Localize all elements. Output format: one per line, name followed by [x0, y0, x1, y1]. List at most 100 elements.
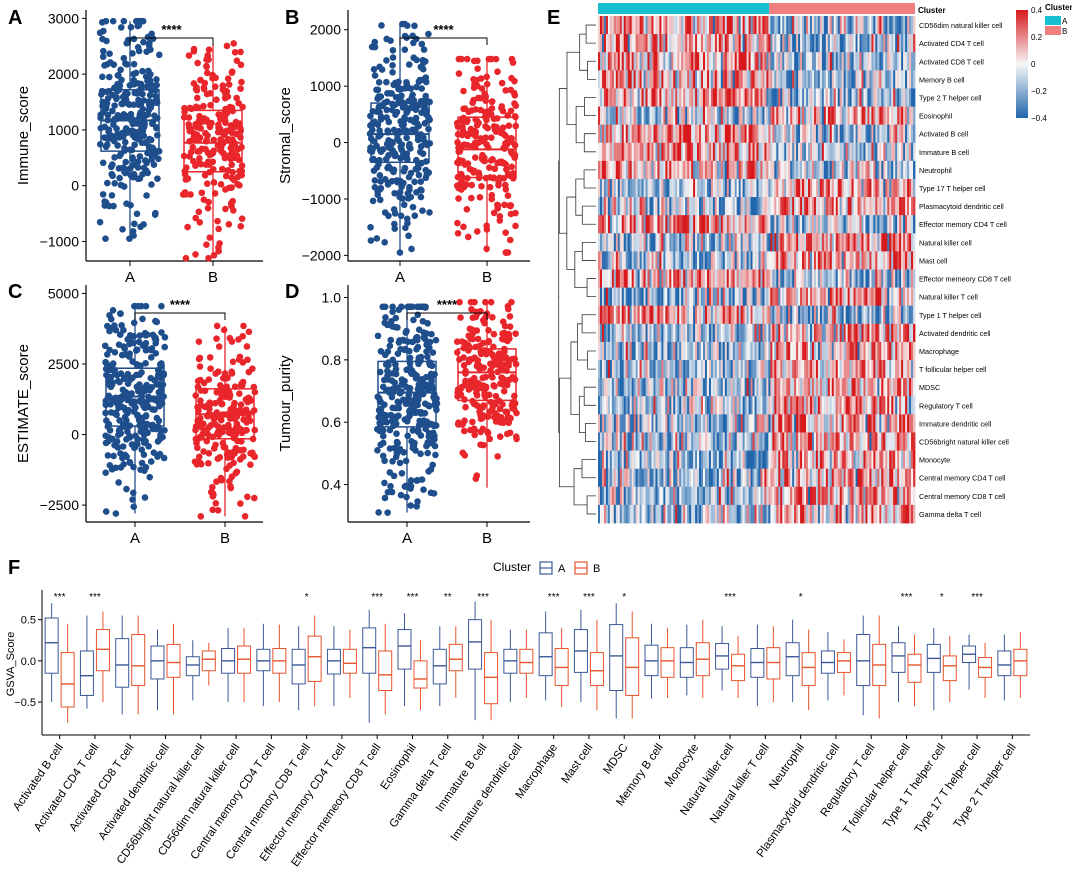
data-point: [367, 223, 374, 231]
data-point: [494, 202, 502, 209]
data-point: [491, 165, 499, 173]
y-tick-label: 1000: [310, 78, 341, 94]
data-point: [387, 139, 395, 147]
data-point: [454, 229, 462, 237]
data-point: [102, 469, 109, 477]
heatmap-row-label: CD56dim natural killer cell: [919, 21, 1003, 30]
data-point: [426, 209, 433, 216]
data-point: [502, 132, 509, 140]
data-point: [196, 154, 203, 162]
data-point: [130, 444, 138, 452]
data-point: [381, 479, 388, 487]
data-point: [251, 494, 258, 502]
data-point: [240, 322, 247, 330]
data-point: [367, 237, 375, 244]
data-point: [233, 468, 241, 476]
data-point: [134, 387, 142, 395]
data-point: [429, 461, 436, 469]
heatmap-cell: [913, 52, 916, 71]
data-point: [217, 180, 225, 188]
data-point: [154, 175, 161, 182]
data-point: [505, 330, 512, 338]
panel-letter: E: [547, 7, 560, 29]
data-point: [192, 251, 199, 258]
data-point: [243, 343, 251, 350]
data-point: [141, 157, 149, 164]
data-point: [387, 482, 394, 490]
data-point: [195, 338, 203, 345]
data-point: [210, 416, 218, 423]
x-tick-label: A: [402, 530, 412, 547]
data-point: [374, 332, 382, 340]
data-point: [96, 140, 104, 148]
data-point: [99, 191, 107, 198]
data-point: [375, 103, 383, 111]
data-point: [161, 343, 169, 351]
data-point: [99, 53, 107, 61]
data-point: [136, 98, 144, 106]
data-point: [509, 405, 516, 412]
data-point: [187, 191, 194, 198]
data-point: [433, 400, 441, 407]
data-point: [420, 379, 427, 387]
y-tick-label: 0: [71, 178, 79, 194]
data-point: [131, 141, 138, 149]
data-point: [105, 437, 112, 445]
data-point: [501, 201, 508, 209]
data-point: [152, 123, 160, 131]
data-point: [237, 222, 245, 230]
data-point: [457, 314, 464, 321]
data-point: [148, 136, 155, 144]
data-point: [424, 449, 431, 457]
data-point: [462, 403, 469, 411]
data-point: [237, 401, 245, 409]
data-point: [192, 214, 200, 222]
data-point: [204, 204, 212, 212]
significance-label: ****: [437, 297, 458, 312]
data-point: [413, 83, 420, 91]
data-point: [371, 183, 379, 191]
data-point: [410, 442, 418, 450]
data-point: [512, 222, 519, 230]
data-point: [206, 90, 214, 97]
annotation-title: Cluster: [918, 6, 946, 15]
data-point: [220, 443, 228, 451]
data-point: [249, 365, 256, 373]
data-point: [464, 233, 472, 241]
data-point: [371, 177, 379, 184]
data-point: [376, 196, 384, 204]
data-point: [379, 427, 387, 434]
significance-label: ****: [170, 297, 191, 312]
data-point: [247, 461, 254, 469]
data-point: [209, 506, 217, 514]
data-point: [383, 57, 390, 64]
data-point: [152, 339, 159, 347]
data-point: [242, 427, 250, 434]
data-point: [388, 166, 396, 173]
data-point: [141, 467, 148, 475]
data-point: [112, 409, 120, 417]
data-point: [488, 98, 496, 105]
data-point: [405, 61, 413, 68]
data-point: [223, 465, 230, 473]
data-point: [120, 54, 128, 62]
data-point: [141, 494, 149, 501]
data-point: [508, 74, 515, 82]
data-point: [115, 341, 123, 348]
data-point: [461, 451, 469, 459]
data-point: [500, 159, 507, 167]
data-point: [391, 210, 399, 217]
data-point: [120, 17, 128, 25]
data-point: [155, 417, 163, 425]
data-point: [122, 389, 130, 396]
data-point: [370, 66, 378, 73]
y-tick-label: 2000: [310, 22, 341, 38]
data-point: [133, 210, 141, 218]
data-point: [476, 194, 484, 201]
data-point: [461, 396, 468, 403]
data-point: [102, 143, 110, 151]
data-point: [420, 486, 427, 493]
data-point: [217, 415, 225, 423]
data-point: [235, 427, 243, 434]
